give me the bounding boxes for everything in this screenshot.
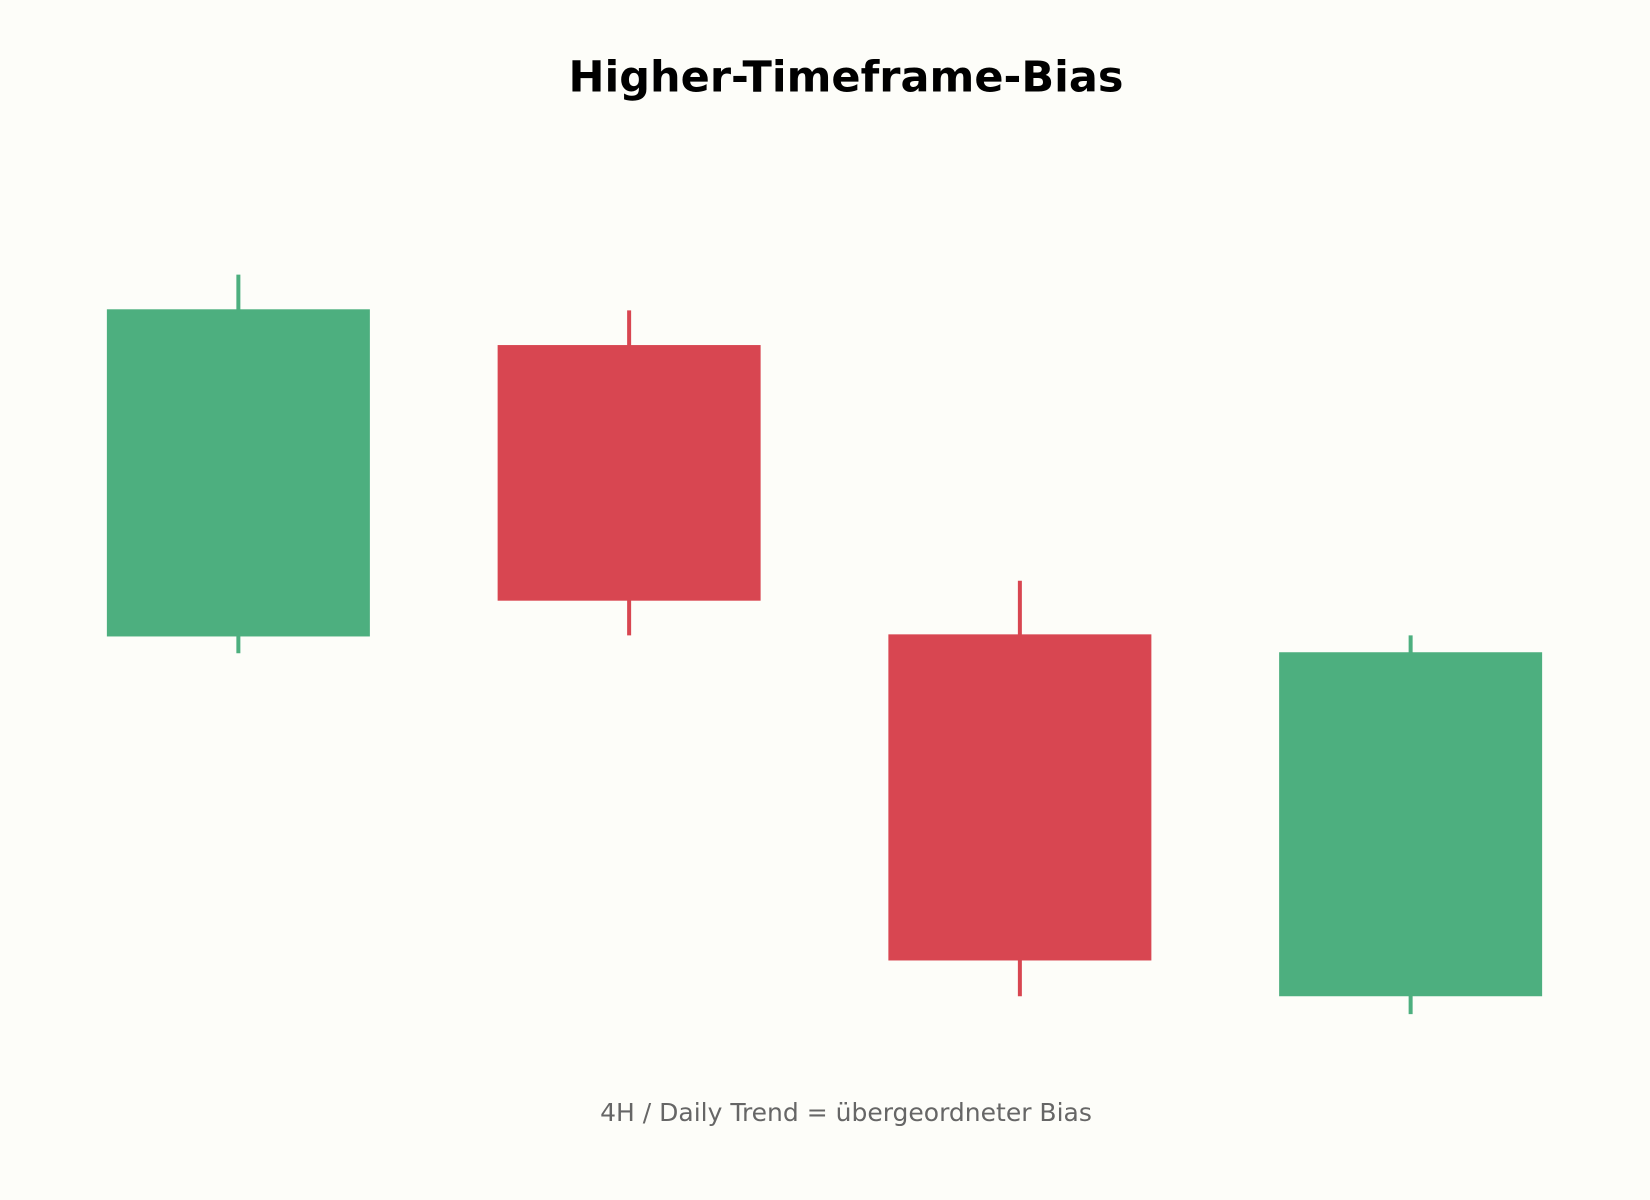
- chart-title: Higher-Timeframe-Bias: [569, 53, 1124, 103]
- candle-body: [1279, 652, 1543, 997]
- chart-subtitle: 4H / Daily Trend = übergeordneter Bias: [600, 1098, 1092, 1127]
- candle-body: [497, 345, 761, 601]
- candle-body: [106, 309, 370, 637]
- candle-body: [888, 634, 1152, 961]
